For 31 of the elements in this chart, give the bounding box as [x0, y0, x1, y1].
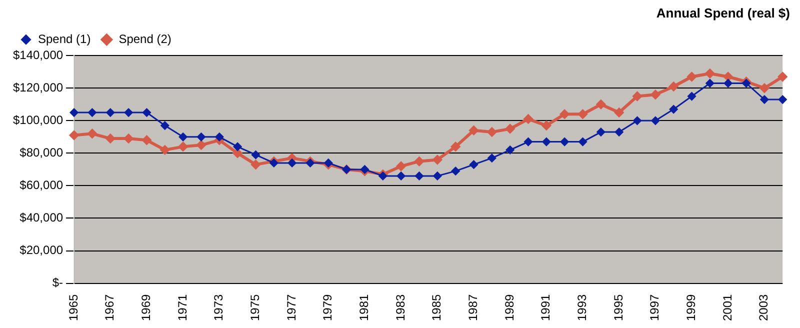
x-tick-label: 1969: [139, 294, 154, 322]
x-tick-label: 2003: [756, 294, 771, 322]
x-tick-label: 2001: [720, 294, 734, 322]
y-tick-label: $60,000: [20, 178, 64, 192]
x-tick-label: 1979: [320, 294, 335, 322]
x-tick-label: 1971: [175, 294, 190, 322]
x-tick-label: 1989: [502, 294, 516, 322]
x-tick-label: 1983: [393, 294, 408, 322]
legend-label: Spend (1): [38, 32, 91, 46]
x-tick-label: 1975: [248, 294, 262, 322]
x-tick-label: 1995: [611, 294, 626, 322]
y-tick-label: $100,000: [12, 112, 64, 127]
x-tick-label: 1991: [538, 294, 553, 322]
y-tick-label: $140,000: [12, 48, 64, 62]
legend-label: Spend (2): [118, 32, 172, 46]
x-tick-label: 1993: [575, 294, 590, 322]
x-tick-label: 1997: [648, 294, 662, 322]
x-tick-label: 1973: [212, 294, 226, 322]
x-tick-label: 1981: [357, 294, 372, 322]
x-tick-label: 1985: [430, 294, 444, 322]
x-tick-label: 1987: [466, 294, 480, 322]
y-tick-label: $120,000: [12, 80, 64, 94]
y-tick-label: $80,000: [20, 146, 64, 160]
x-tick-label: 1965: [66, 294, 80, 322]
y-tick-label: $40,000: [20, 210, 64, 225]
y-tick-label: $-: [52, 276, 64, 290]
x-tick-label: 1967: [102, 294, 117, 322]
y-tick-label: $20,000: [20, 243, 64, 258]
chart-title: Annual Spend (real $): [656, 5, 790, 20]
x-tick-label: 1977: [284, 294, 298, 322]
x-tick-label: 1999: [684, 294, 698, 322]
